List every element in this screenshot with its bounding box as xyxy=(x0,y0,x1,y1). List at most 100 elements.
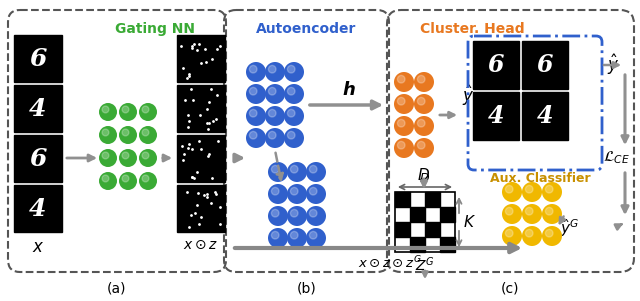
Circle shape xyxy=(271,188,279,195)
Bar xyxy=(14,135,62,182)
Circle shape xyxy=(397,141,405,149)
Circle shape xyxy=(306,184,326,204)
Circle shape xyxy=(309,231,317,239)
Circle shape xyxy=(397,119,405,127)
Circle shape xyxy=(394,116,414,136)
Circle shape xyxy=(309,209,317,217)
Text: $D$: $D$ xyxy=(417,167,431,183)
Text: $\hat{y}$: $\hat{y}$ xyxy=(462,83,474,108)
Circle shape xyxy=(122,129,129,136)
Circle shape xyxy=(268,228,288,248)
Bar xyxy=(473,41,519,89)
Circle shape xyxy=(119,126,137,144)
Bar xyxy=(395,222,410,237)
Circle shape xyxy=(417,75,425,83)
Circle shape xyxy=(502,182,522,202)
Circle shape xyxy=(287,87,295,95)
Bar xyxy=(395,192,410,207)
Circle shape xyxy=(268,109,276,117)
Text: $x \odot z \odot z^G$: $x \odot z \odot z^G$ xyxy=(358,255,422,272)
Bar xyxy=(425,222,440,237)
Circle shape xyxy=(414,138,434,158)
Circle shape xyxy=(142,129,149,136)
Circle shape xyxy=(394,94,414,114)
Text: $\boldsymbol{h}$: $\boldsymbol{h}$ xyxy=(342,81,355,99)
Circle shape xyxy=(287,132,295,139)
Text: 6: 6 xyxy=(488,53,504,77)
Circle shape xyxy=(309,166,317,173)
Circle shape xyxy=(265,62,285,82)
Circle shape xyxy=(287,109,295,117)
Circle shape xyxy=(284,128,304,148)
Bar xyxy=(177,35,225,82)
Bar xyxy=(440,207,455,222)
Circle shape xyxy=(99,149,117,167)
Bar xyxy=(177,85,225,132)
Circle shape xyxy=(309,188,317,195)
Bar xyxy=(440,237,455,252)
Circle shape xyxy=(102,175,109,182)
Bar xyxy=(473,92,519,140)
Text: $Z^G$: $Z^G$ xyxy=(415,255,435,274)
Circle shape xyxy=(525,207,533,215)
Text: $\hat{y}$: $\hat{y}$ xyxy=(607,53,620,77)
Circle shape xyxy=(522,182,542,202)
Circle shape xyxy=(414,72,434,92)
Circle shape xyxy=(265,84,285,104)
Circle shape xyxy=(142,106,149,113)
Text: 4: 4 xyxy=(537,104,553,128)
Circle shape xyxy=(122,106,129,113)
Text: (b): (b) xyxy=(296,282,316,296)
Circle shape xyxy=(102,106,109,113)
Circle shape xyxy=(502,204,522,224)
Circle shape xyxy=(246,84,266,104)
Circle shape xyxy=(122,152,129,159)
Circle shape xyxy=(268,65,276,73)
Text: 6: 6 xyxy=(29,147,47,170)
Circle shape xyxy=(394,72,414,92)
Circle shape xyxy=(246,106,266,126)
Text: $\mathcal{L}_{CE}$: $\mathcal{L}_{CE}$ xyxy=(603,150,629,166)
Circle shape xyxy=(287,228,307,248)
Circle shape xyxy=(414,94,434,114)
Bar xyxy=(425,192,440,207)
Circle shape xyxy=(246,128,266,148)
Circle shape xyxy=(271,231,279,239)
Text: $x$: $x$ xyxy=(32,238,44,256)
Bar xyxy=(177,185,225,232)
Circle shape xyxy=(287,206,307,226)
Circle shape xyxy=(545,207,553,215)
Text: 6: 6 xyxy=(29,46,47,70)
Circle shape xyxy=(502,226,522,246)
Circle shape xyxy=(522,204,542,224)
Circle shape xyxy=(306,162,326,182)
Circle shape xyxy=(417,141,425,149)
Circle shape xyxy=(119,172,137,190)
Circle shape xyxy=(397,98,405,105)
Circle shape xyxy=(99,103,117,121)
Circle shape xyxy=(291,166,298,173)
Circle shape xyxy=(287,162,307,182)
Text: 4: 4 xyxy=(29,97,47,120)
Circle shape xyxy=(291,231,298,239)
Circle shape xyxy=(271,209,279,217)
Circle shape xyxy=(268,132,276,139)
Text: Gating NN: Gating NN xyxy=(115,22,195,36)
Circle shape xyxy=(139,126,157,144)
Circle shape xyxy=(268,206,288,226)
Circle shape xyxy=(506,229,513,237)
Circle shape xyxy=(246,62,266,82)
Circle shape xyxy=(265,106,285,126)
Text: Autoencoder: Autoencoder xyxy=(256,22,356,36)
Text: (a): (a) xyxy=(108,282,127,296)
Text: Aux. Classifier: Aux. Classifier xyxy=(490,172,590,185)
Circle shape xyxy=(545,229,553,237)
Circle shape xyxy=(250,65,257,73)
Circle shape xyxy=(284,106,304,126)
Circle shape xyxy=(417,98,425,105)
Text: 6: 6 xyxy=(537,53,553,77)
Bar xyxy=(522,41,568,89)
Circle shape xyxy=(506,207,513,215)
Circle shape xyxy=(417,119,425,127)
Circle shape xyxy=(414,116,434,136)
